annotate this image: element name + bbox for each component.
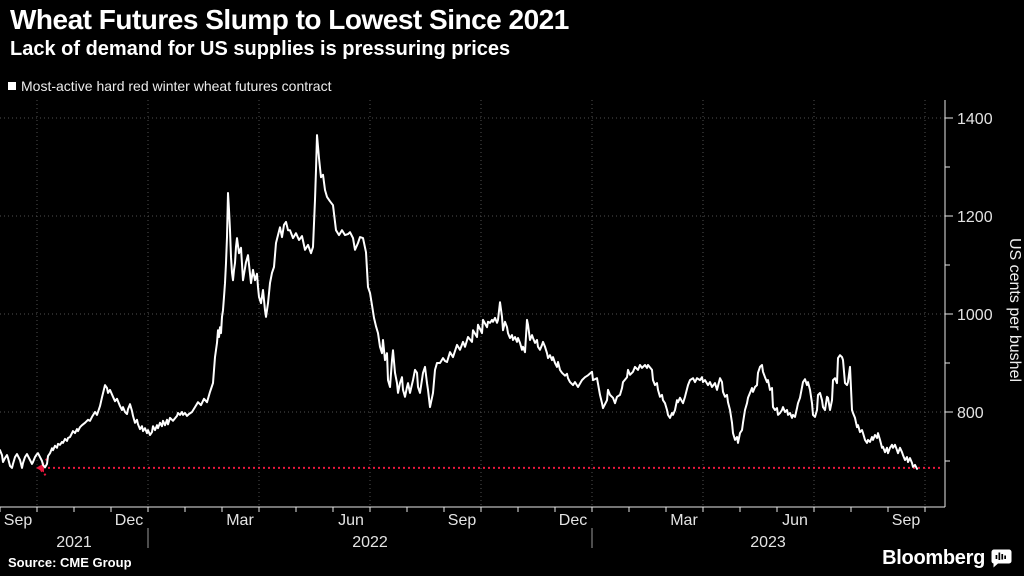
page-subtitle: Lack of demand for US supplies is pressu… [10, 38, 511, 60]
bloomberg-media-icon [991, 549, 1012, 568]
reference-arrow-icon [36, 463, 44, 473]
chart-legend: Most-active hard red winter wheat future… [8, 78, 331, 94]
x-tick-label: Sep [448, 512, 477, 529]
x-tick-label: Dec [115, 512, 143, 529]
legend-swatch-icon [8, 82, 16, 90]
x-tick-label: Sep [892, 512, 921, 529]
x-tick-label: Mar [670, 512, 698, 529]
price-line [0, 134, 918, 470]
bloomberg-brand: Bloomberg [882, 547, 1012, 570]
x-tick-label: Mar [226, 512, 254, 529]
y-tick-label: 1400 [957, 111, 993, 128]
legend-label: Most-active hard red winter wheat future… [21, 78, 332, 94]
source-credit: Source: CME Group [8, 555, 132, 570]
y-tick-label: 1200 [957, 209, 993, 226]
bloomberg-wordmark: Bloomberg [882, 547, 985, 569]
year-label: 2022 [352, 534, 388, 551]
year-label: 2021 [56, 534, 92, 551]
y-axis-title: US cents per bushel [1006, 238, 1023, 382]
x-tick-label: Sep [4, 512, 33, 529]
y-tick-label: 800 [957, 405, 984, 422]
x-tick-label: Jun [782, 512, 808, 529]
x-tick-label: Dec [559, 512, 587, 529]
page-title: Wheat Futures Slump to Lowest Since 2021 [10, 4, 569, 35]
price-chart: Sep Dec Mar Jun Sep Dec Mar Jun Sep 2021 2022 2023 8… [0, 100, 1023, 551]
y-tick-label: 1000 [957, 307, 993, 324]
reference-arrow-chevron [37, 458, 48, 478]
x-tick-label: Jun [338, 512, 364, 529]
year-label: 2023 [750, 534, 786, 551]
